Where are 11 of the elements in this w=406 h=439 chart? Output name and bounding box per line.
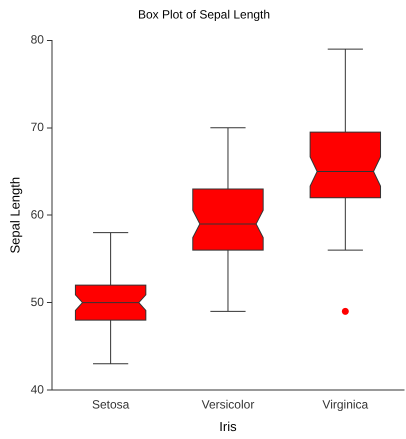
y-tick-label: 70 [30,120,44,134]
y-tick-label: 40 [30,382,44,396]
chart-title: Box Plot of Sepal Length [138,8,270,22]
y-tick-label: 60 [30,208,44,222]
x-axis-title: Iris [219,418,238,434]
y-tick-label: 80 [30,32,44,47]
y-axis-title: Sepal Length [7,176,22,254]
x-tick-label: Versicolor [202,398,254,412]
x-tick-label: Setosa [92,398,130,412]
y-tick-label: 50 [30,294,44,309]
x-tick-label: Virginica [322,398,369,412]
